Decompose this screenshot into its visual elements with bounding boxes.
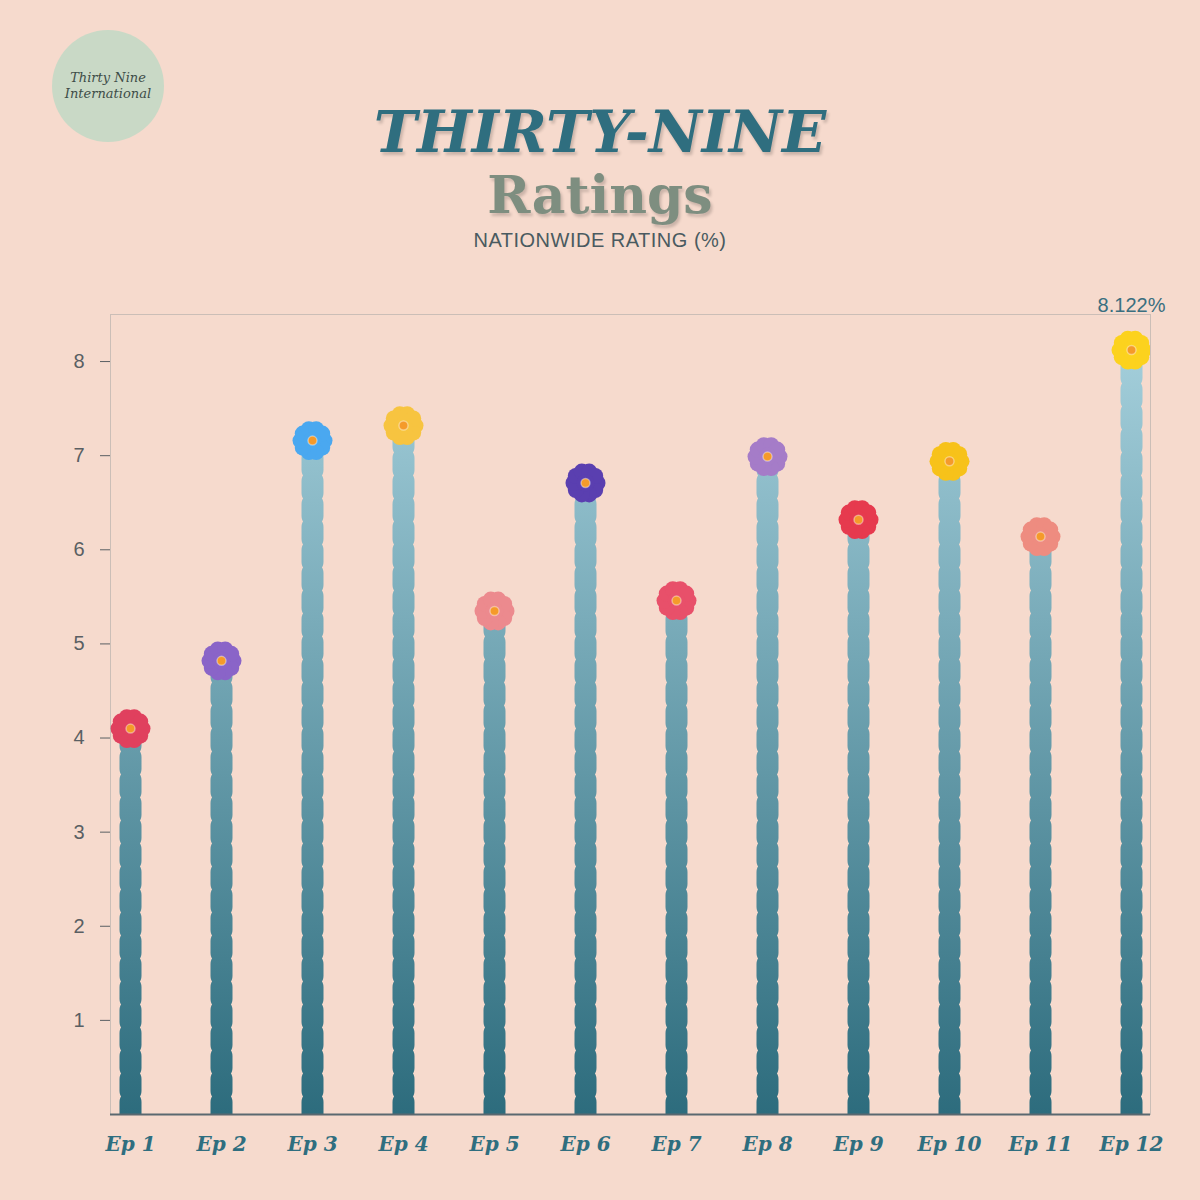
- html-text:Ratings: Ratings: [487, 164, 713, 225]
- svg-text:Ep 6: Ep 6: [559, 1132, 610, 1156]
- svg-text:4: 4: [73, 726, 84, 748]
- svg-text:2: 2: [73, 915, 84, 937]
- svg-text:6: 6: [73, 538, 84, 560]
- svg-text:Ep 12: Ep 12: [1098, 1132, 1163, 1156]
- svg-text:8: 8: [73, 350, 84, 372]
- html-text:Thirty Nine International: Thirty Nine International: [64, 70, 152, 101]
- svg-text:3: 3: [73, 821, 84, 843]
- svg-text:Ep 3: Ep 3: [286, 1132, 337, 1156]
- svg-text:7: 7: [73, 444, 84, 466]
- svg-text:Ep 7: Ep 7: [650, 1132, 701, 1156]
- svg-text:Ep 10: Ep 10: [916, 1132, 981, 1156]
- svg-text:Ep 1: Ep 1: [104, 1132, 155, 1156]
- svg-text:Ep 5: Ep 5: [468, 1132, 519, 1156]
- svg-text:1: 1: [73, 1009, 84, 1031]
- svg-text:Ep 8: Ep 8: [741, 1132, 792, 1156]
- svg-text:5: 5: [73, 632, 84, 654]
- svg-text:Ep 4: Ep 4: [377, 1132, 428, 1156]
- html-text:THIRTY-NINE: THIRTY-NINE: [373, 98, 827, 166]
- svg-text:Ep 2: Ep 2: [195, 1132, 246, 1156]
- svg-text:Ep 11: Ep 11: [1007, 1132, 1072, 1156]
- svg-text:8.122%: 8.122%: [1098, 294, 1166, 316]
- html-text:NATIONWIDE RATING (%): NATIONWIDE RATING (%): [473, 229, 727, 251]
- svg-text:Ep 9: Ep 9: [832, 1132, 883, 1156]
